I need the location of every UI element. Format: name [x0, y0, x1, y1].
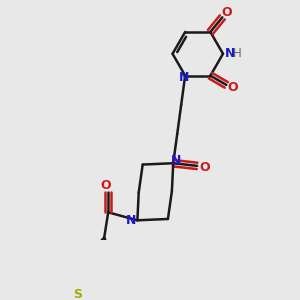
Text: O: O: [222, 5, 232, 19]
Text: N: N: [179, 71, 189, 84]
Text: N: N: [126, 214, 136, 227]
Text: O: O: [101, 179, 111, 192]
Text: S: S: [73, 288, 82, 300]
Text: O: O: [199, 161, 210, 174]
Text: H: H: [233, 47, 242, 60]
Text: N: N: [224, 47, 235, 60]
Text: N: N: [171, 154, 181, 167]
Text: O: O: [228, 80, 238, 94]
